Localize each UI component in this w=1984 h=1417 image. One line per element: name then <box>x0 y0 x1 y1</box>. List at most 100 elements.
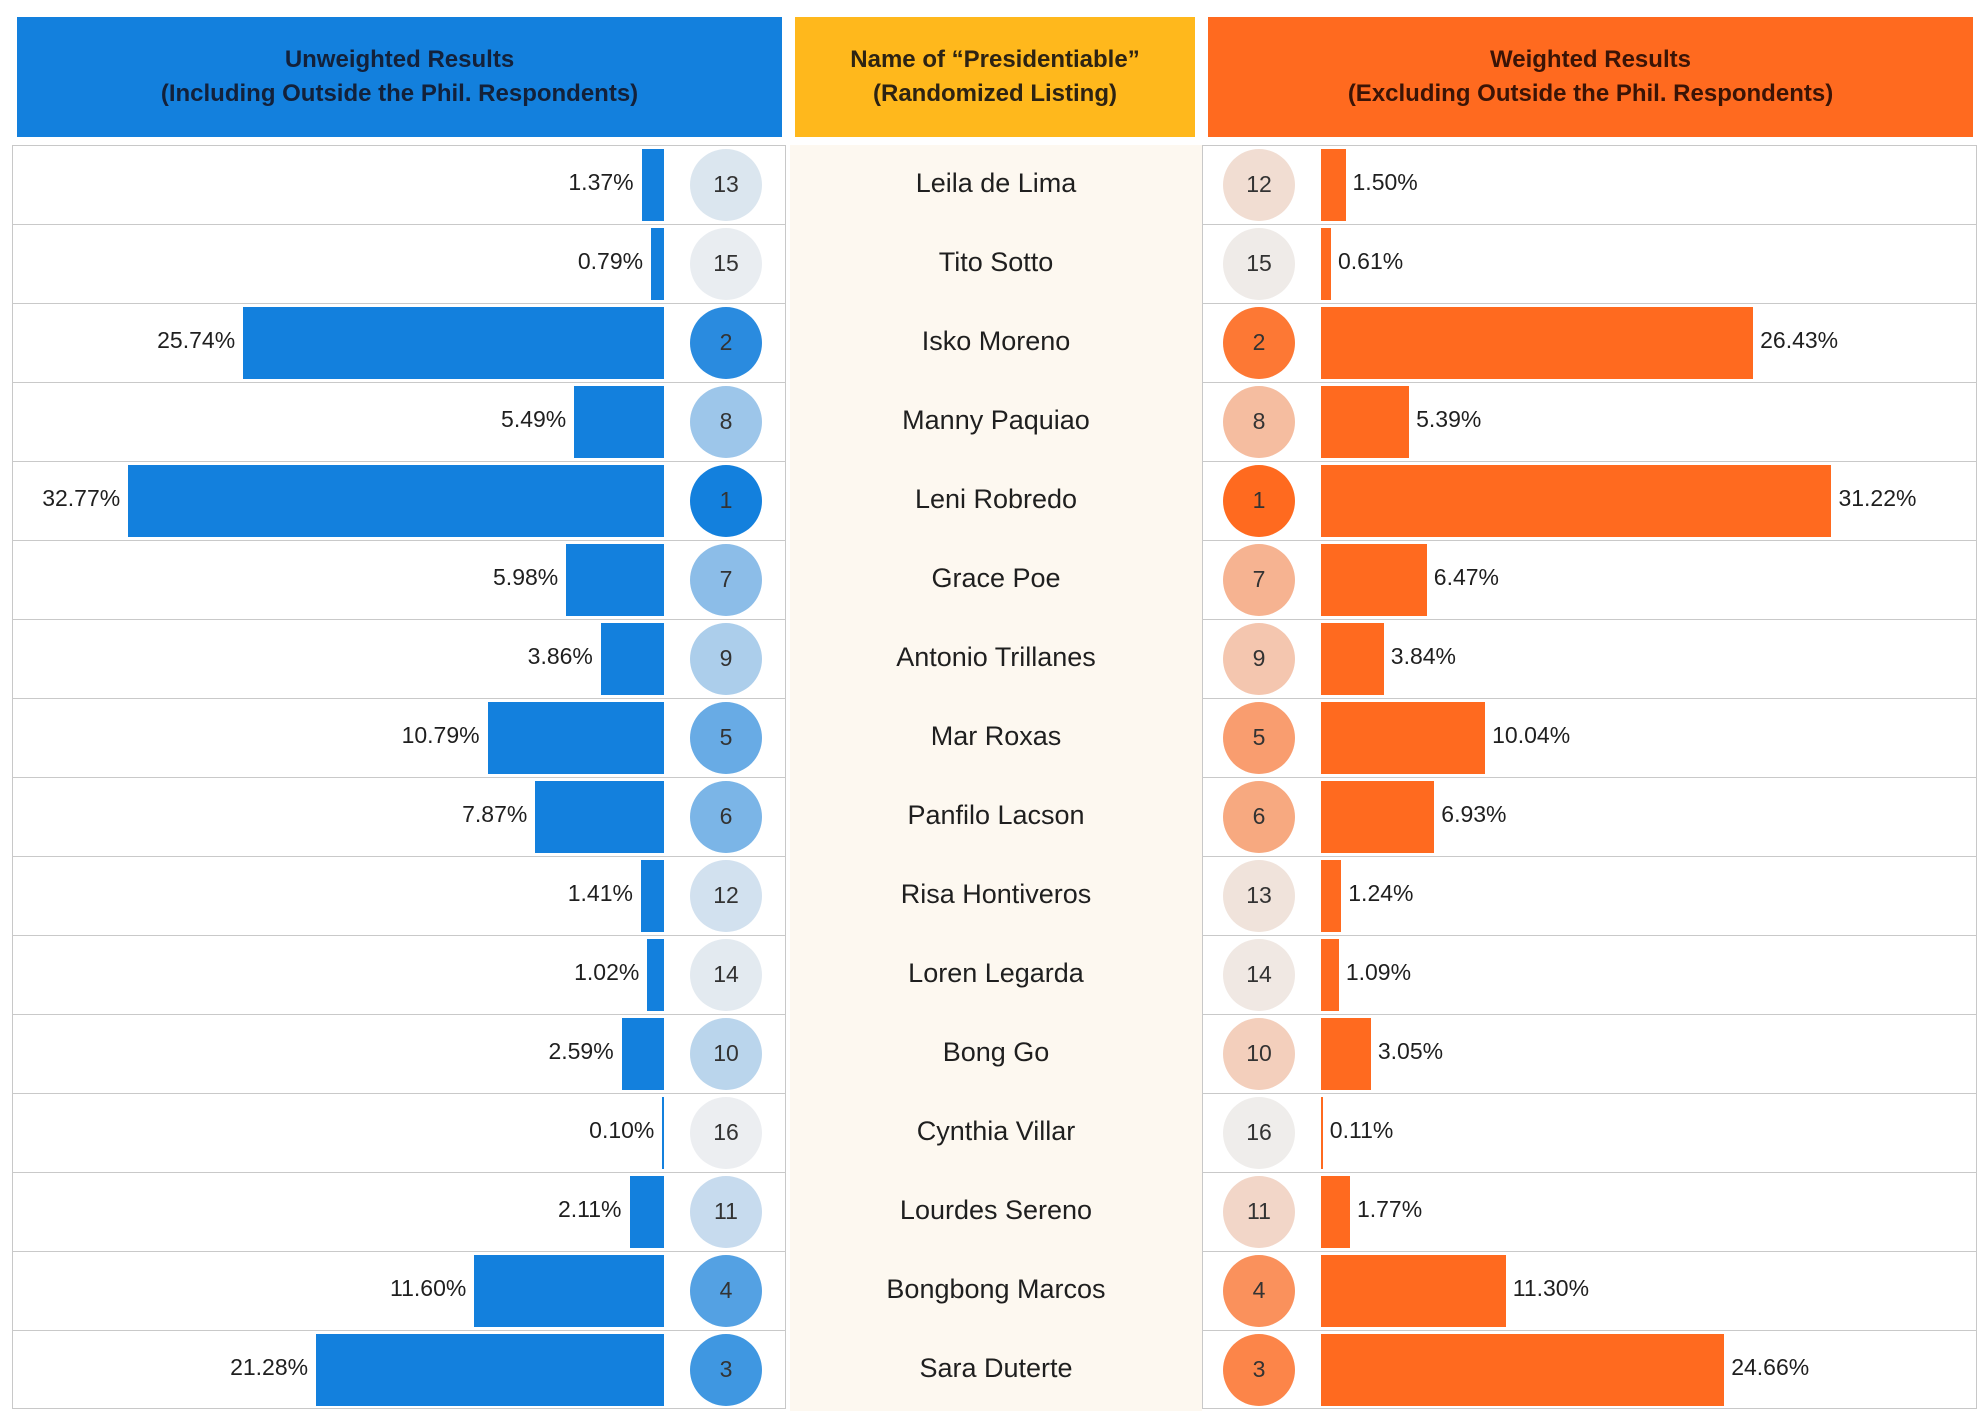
weighted-bar <box>1321 1175 1350 1248</box>
weighted-bar <box>1321 701 1486 774</box>
weighted-value-label: 5.39% <box>1416 405 1482 432</box>
weighted-bar <box>1321 1254 1506 1327</box>
weighted-value-label: 6.93% <box>1441 800 1507 827</box>
row-divider <box>1202 856 1977 857</box>
row-divider <box>1202 1330 1977 1331</box>
weighted-bar <box>1321 1017 1371 1090</box>
weighted-rank-badge: 8 <box>1223 385 1295 458</box>
weighted-value-label: 0.11% <box>1329 1116 1394 1143</box>
weighted-rank-badge: 4 <box>1223 1254 1295 1327</box>
weighted-rank-badge: 1 <box>1223 464 1295 537</box>
unweighted-rank-badge: 3 <box>690 1333 762 1406</box>
weighted-value-label: 10.04% <box>1492 721 1571 748</box>
unweighted-rank-badge: 12 <box>690 859 762 932</box>
weighted-value-label: 31.22% <box>1838 484 1917 511</box>
unweighted-bar <box>243 306 664 379</box>
presidentiable-name: Cynthia Villar <box>916 1115 1076 1146</box>
row-divider <box>1202 1172 1977 1173</box>
unweighted-rank-badge: 15 <box>690 227 762 300</box>
presidentiable-name: Risa Hontiveros <box>900 878 1092 909</box>
weighted-bar <box>1321 1333 1725 1406</box>
names-header: Name of “Presidentiable” (Randomized Lis… <box>795 17 1195 137</box>
unweighted-bar <box>487 701 664 774</box>
unweighted-value-label: 2.59% <box>548 1037 614 1064</box>
unweighted-value-label: 0.10% <box>589 1116 655 1143</box>
row-divider <box>12 856 786 857</box>
weighted-bar <box>1321 464 1832 537</box>
row-divider <box>12 382 786 383</box>
unweighted-value-label: 1.37% <box>568 168 634 195</box>
weighted-value-label: 11.30% <box>1512 1274 1590 1301</box>
presidentiable-name: Antonio Trillanes <box>896 641 1096 672</box>
unweighted-header: Unweighted Results (Including Outside th… <box>17 17 782 137</box>
unweighted-value-label: 21.28% <box>230 1353 309 1380</box>
unweighted-bar <box>566 543 664 616</box>
row-divider <box>12 619 786 620</box>
unweighted-bar <box>651 227 664 300</box>
weighted-bar <box>1321 543 1427 616</box>
unweighted-bar <box>662 1096 664 1169</box>
weighted-rank-badge: 6 <box>1223 780 1295 853</box>
presidentiable-name: Isko Moreno <box>921 325 1071 356</box>
weighted-rank-badge: 7 <box>1223 543 1295 616</box>
weighted-rank-badge: 3 <box>1223 1333 1295 1406</box>
row-divider <box>12 1251 786 1252</box>
unweighted-bar <box>316 1333 664 1406</box>
presidentiable-name: Tito Sotto <box>938 246 1054 277</box>
unweighted-value-label: 7.87% <box>462 800 528 827</box>
weighted-header-subtitle: (Excluding Outside the Phil. Respondents… <box>1347 80 1834 107</box>
unweighted-bar <box>128 464 664 537</box>
weighted-header-title: Weighted Results <box>1490 46 1691 73</box>
names-header-title: Name of “Presidentiable” <box>850 46 1140 73</box>
row-divider <box>12 777 786 778</box>
presidentiable-name: Bongbong Marcos <box>886 1273 1106 1304</box>
unweighted-value-label: 32.77% <box>42 484 121 511</box>
row-divider <box>1202 382 1977 383</box>
row-divider <box>1202 461 1977 462</box>
unweighted-rank-badge: 16 <box>690 1096 762 1169</box>
weighted-rank-badge: 16 <box>1223 1096 1295 1169</box>
unweighted-bar <box>535 780 664 853</box>
weighted-header: Weighted Results (Excluding Outside the … <box>1208 17 1973 137</box>
unweighted-value-label: 5.49% <box>501 405 567 432</box>
weighted-rank-badge: 11 <box>1223 1175 1295 1248</box>
row-divider <box>12 461 786 462</box>
presidentiable-name: Mar Roxas <box>930 720 1062 751</box>
weighted-rank-badge: 13 <box>1223 859 1295 932</box>
unweighted-rank-badge: 1 <box>690 464 762 537</box>
unweighted-rank-badge: 10 <box>690 1017 762 1090</box>
unweighted-header-subtitle: (Including Outside the Phil. Respondents… <box>160 80 639 107</box>
unweighted-value-label: 11.60% <box>390 1274 467 1301</box>
weighted-rank-badge: 5 <box>1223 701 1295 774</box>
weighted-rank-badge: 15 <box>1223 227 1295 300</box>
names-column-background <box>790 145 1202 1411</box>
weighted-bar <box>1321 385 1410 458</box>
presidentiable-name: Bong Go <box>942 1036 1050 1067</box>
unweighted-rank-badge: 6 <box>690 780 762 853</box>
names-header-subtitle: (Randomized Listing) <box>873 80 1117 107</box>
presidentiable-name: Grace Poe <box>931 562 1061 593</box>
row-divider <box>12 224 786 225</box>
unweighted-value-label: 2.11% <box>558 1195 622 1222</box>
unweighted-rank-badge: 8 <box>690 385 762 458</box>
weighted-rank-badge: 14 <box>1223 938 1295 1011</box>
weighted-rank-badge: 12 <box>1223 148 1295 221</box>
unweighted-bar <box>641 148 664 221</box>
row-divider <box>12 540 786 541</box>
weighted-bar <box>1321 227 1331 300</box>
weighted-value-label: 1.77% <box>1356 1195 1423 1222</box>
unweighted-bar <box>647 938 664 1011</box>
weighted-rank-badge: 9 <box>1223 622 1295 695</box>
weighted-bar <box>1321 780 1435 853</box>
weighted-value-label: 1.09% <box>1345 958 1412 985</box>
row-divider <box>12 698 786 699</box>
row-divider <box>1202 224 1977 225</box>
presidentiable-name: Sara Duterte <box>919 1352 1073 1383</box>
weighted-value-label: 6.47% <box>1433 563 1499 590</box>
unweighted-value-label: 1.02% <box>574 958 640 985</box>
unweighted-bar <box>600 622 664 695</box>
weighted-bar <box>1321 622 1384 695</box>
row-divider <box>1202 1251 1977 1252</box>
weighted-bar <box>1321 1096 1323 1169</box>
unweighted-value-label: 5.98% <box>493 563 559 590</box>
